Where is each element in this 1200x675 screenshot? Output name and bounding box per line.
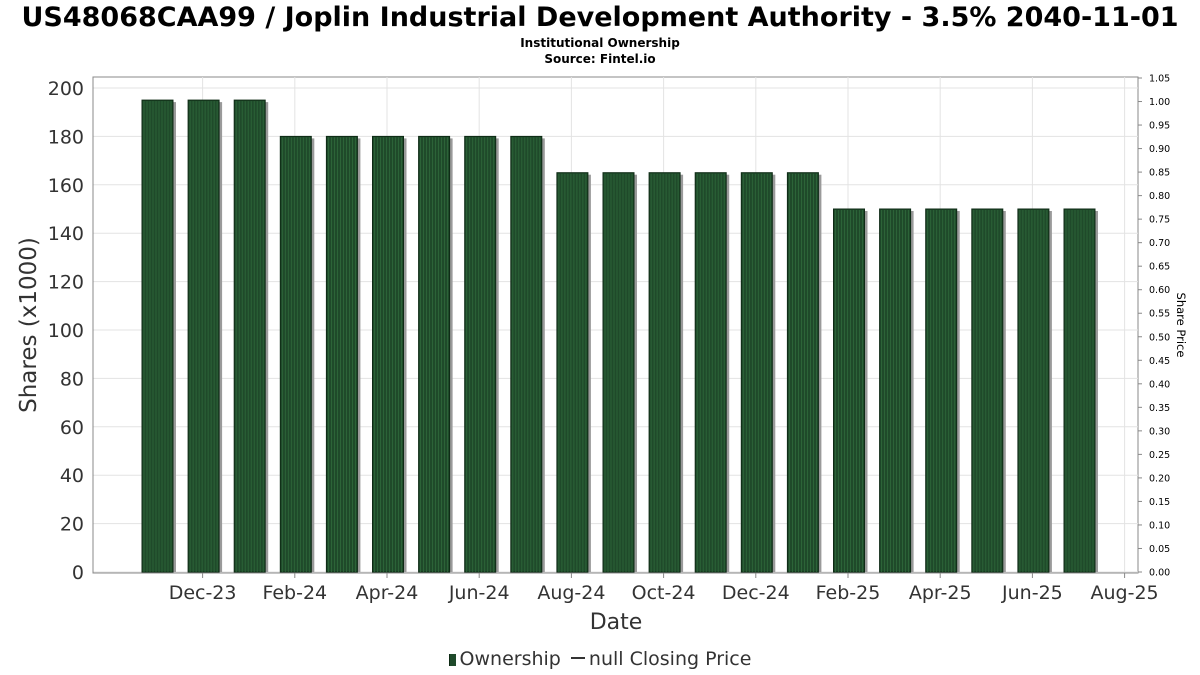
legend-closing-price-label: null Closing Price [588,648,752,670]
x-tick-label: Jun-24 [448,582,510,604]
x-tick-label: Oct-24 [632,582,696,604]
y2-tick-label: 0.65 [1149,262,1170,273]
y-tick-label: 60 [60,417,84,439]
y-tick-label: 160 [48,175,84,197]
chart-title: US48068CAA99 / Joplin Industrial Develop… [21,2,1179,33]
y2-tick-label: 0.10 [1149,520,1170,531]
y2-tick-label: 0.05 [1149,544,1170,555]
x-tick-label: Feb-25 [816,582,881,604]
y2-tick-label: 1.05 [1149,74,1170,85]
y2-tick-label: 0.90 [1149,144,1170,155]
y2-tick-label: 0.30 [1149,426,1170,437]
chart-subtitle: Institutional Ownership [520,36,680,50]
legend-ownership-label: Ownership [459,648,561,670]
x-tick-label: Jun-25 [1001,582,1063,604]
y2-tick-label: 0.35 [1149,403,1170,414]
y2-tick-label: 0.45 [1149,356,1170,367]
y2-tick-label: 0.40 [1149,379,1170,390]
closing-price-legend-line [570,657,585,659]
x-tick-label: Feb-24 [262,582,327,604]
y2-tick-label: 0.75 [1149,215,1170,226]
x-tick-label: Apr-24 [356,582,419,604]
y2-tick-label: 1.00 [1149,97,1170,108]
y2-tick-label: 0.20 [1149,473,1170,484]
y-tick-label: 100 [48,320,84,342]
y-tick-label: 180 [48,126,84,148]
y2-tick-label: 0.15 [1149,497,1170,508]
x-tick-label: Aug-25 [1091,582,1159,604]
y2-tick-label: 0.85 [1149,168,1170,179]
y2-tick-label: 0.60 [1149,285,1170,296]
y-axis-title: Shares (x1000) [16,237,42,413]
y2-tick-label: 0.70 [1149,238,1170,249]
ownership-legend-swatch [448,654,456,666]
y2-tick-label: 0.00 [1149,568,1170,579]
chart-legend: Ownership null Closing Price [0,647,1200,671]
x-tick-label: Dec-24 [722,582,790,604]
y-tick-label: 40 [60,465,84,487]
y2-tick-label: 0.95 [1149,121,1170,132]
x-tick-label: Apr-25 [909,582,972,604]
y2-tick-label: 0.55 [1149,309,1170,320]
y2-tick-label: 0.80 [1149,191,1170,202]
y-tick-label: 140 [48,223,84,245]
x-axis-title: Date [590,610,643,635]
y2-axis-title: Share Price [1174,293,1188,358]
y-tick-label: 120 [48,272,84,294]
y2-tick-label: 0.25 [1149,450,1170,461]
y-tick-label: 200 [48,78,84,100]
y-tick-label: 20 [60,514,84,536]
y-tick-label: 0 [72,562,84,584]
chart-source: Source: Fintel.io [544,52,656,66]
y-tick-label: 80 [60,368,84,390]
y2-tick-label: 0.50 [1149,332,1170,343]
x-tick-label: Aug-24 [537,582,605,604]
x-tick-label: Dec-23 [169,582,237,604]
